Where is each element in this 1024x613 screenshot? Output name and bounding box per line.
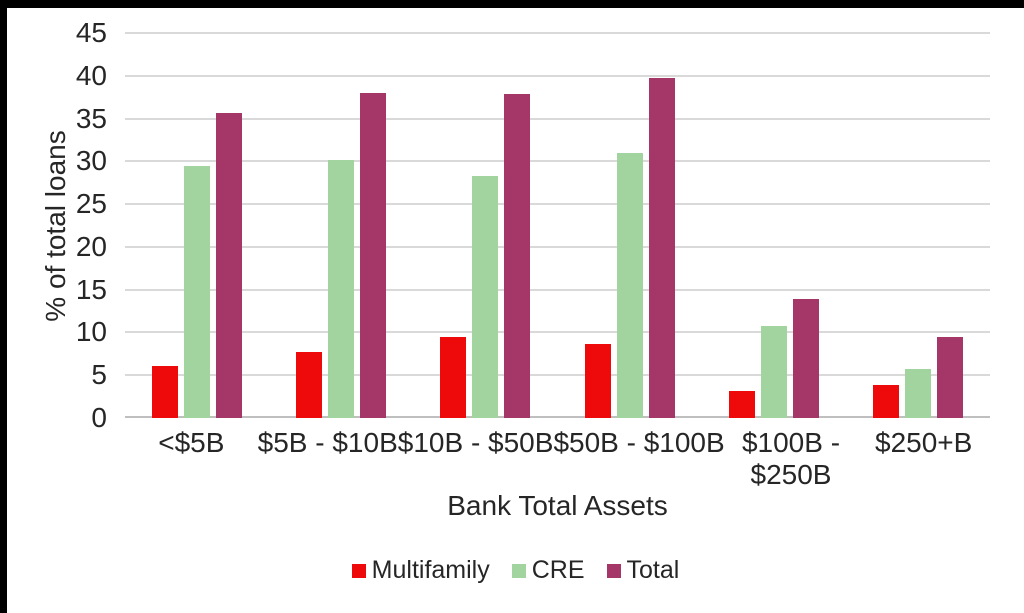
bar-cre	[472, 175, 499, 418]
legend: Multifamily CRE Total	[7, 558, 1024, 583]
gridline	[125, 32, 990, 34]
bar-multifamily	[584, 344, 611, 418]
gridline	[125, 117, 990, 120]
category-label: $50B - $100B	[553, 427, 725, 458]
bar-cre	[328, 159, 355, 418]
bar-group	[413, 33, 557, 418]
category-label: $10B - $50B	[397, 427, 554, 458]
y-tick-label: 15	[75, 273, 107, 305]
legend-swatch-multifamily	[351, 563, 366, 578]
bar-cre	[616, 152, 643, 418]
bar-cre	[184, 165, 211, 418]
category-label: <$5B	[158, 427, 225, 458]
bar-multifamily	[152, 365, 179, 418]
gridline	[125, 245, 990, 248]
left-border-band	[0, 0, 7, 613]
bar-group	[558, 33, 702, 418]
legend-label: Total	[626, 556, 680, 584]
bar-total	[936, 336, 963, 418]
y-tick-label: 20	[75, 230, 107, 262]
bar-cre	[760, 325, 787, 418]
y-tick-label: 10	[75, 316, 107, 348]
legend-item-cre: CRE	[511, 556, 585, 584]
y-tick-label: 5	[91, 359, 107, 391]
y-tick-label: 25	[75, 188, 107, 220]
bar-group	[125, 33, 269, 418]
gridline	[125, 74, 990, 77]
legend-item-multifamily: Multifamily	[351, 556, 490, 584]
top-border-band	[0, 0, 1024, 8]
bar-total	[360, 92, 387, 418]
bar-multifamily	[296, 352, 323, 418]
bar-cre	[904, 369, 931, 418]
y-axis-tick-labels: 0 5 10 15 20 25 30 35 40 45	[0, 19, 107, 432]
gridline	[125, 160, 990, 163]
legend-label: CRE	[531, 556, 585, 584]
bar-group	[269, 33, 413, 418]
y-tick-label: 35	[75, 102, 107, 134]
bar-total	[648, 77, 675, 418]
gridline	[125, 374, 990, 377]
gridline	[125, 203, 990, 206]
plot-area	[125, 32, 990, 418]
bar-total	[792, 299, 819, 418]
gridline	[125, 331, 990, 334]
bar-total	[504, 93, 531, 418]
category-label: $100B - $250B	[741, 427, 841, 491]
bar-total	[216, 113, 243, 418]
gridline	[125, 288, 990, 291]
bar-multifamily	[440, 336, 467, 418]
y-tick-label: 30	[75, 145, 107, 177]
bar-multifamily	[728, 391, 755, 418]
legend-item-total: Total	[606, 556, 680, 584]
x-axis-title: Bank Total Assets	[447, 490, 668, 521]
legend-label: Multifamily	[371, 556, 490, 584]
category-labels: <$5B $5B - $10B $10B - $50B $50B - $100B $10…	[125, 427, 990, 491]
category-label: $250+B	[875, 427, 973, 458]
y-tick-label: 0	[91, 402, 107, 433]
bar-group	[846, 33, 990, 418]
x-axis-line	[125, 416, 990, 418]
y-tick-label: 40	[75, 59, 107, 91]
legend-swatch-cre	[511, 563, 526, 578]
bar-multifamily	[872, 384, 899, 418]
bar-group	[702, 33, 846, 418]
legend-swatch-total	[606, 563, 621, 578]
category-label: $5B - $10B	[257, 427, 398, 458]
bar-groups	[125, 33, 990, 418]
y-tick-label: 45	[75, 17, 107, 48]
